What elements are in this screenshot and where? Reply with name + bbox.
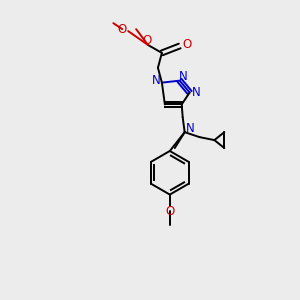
Text: N: N bbox=[179, 70, 188, 83]
Text: O: O bbox=[182, 38, 191, 52]
Text: O: O bbox=[118, 22, 127, 36]
Text: N: N bbox=[192, 86, 201, 99]
Text: O: O bbox=[165, 205, 174, 218]
Text: N: N bbox=[186, 122, 195, 135]
Text: O: O bbox=[142, 34, 152, 46]
Text: N: N bbox=[152, 74, 160, 87]
